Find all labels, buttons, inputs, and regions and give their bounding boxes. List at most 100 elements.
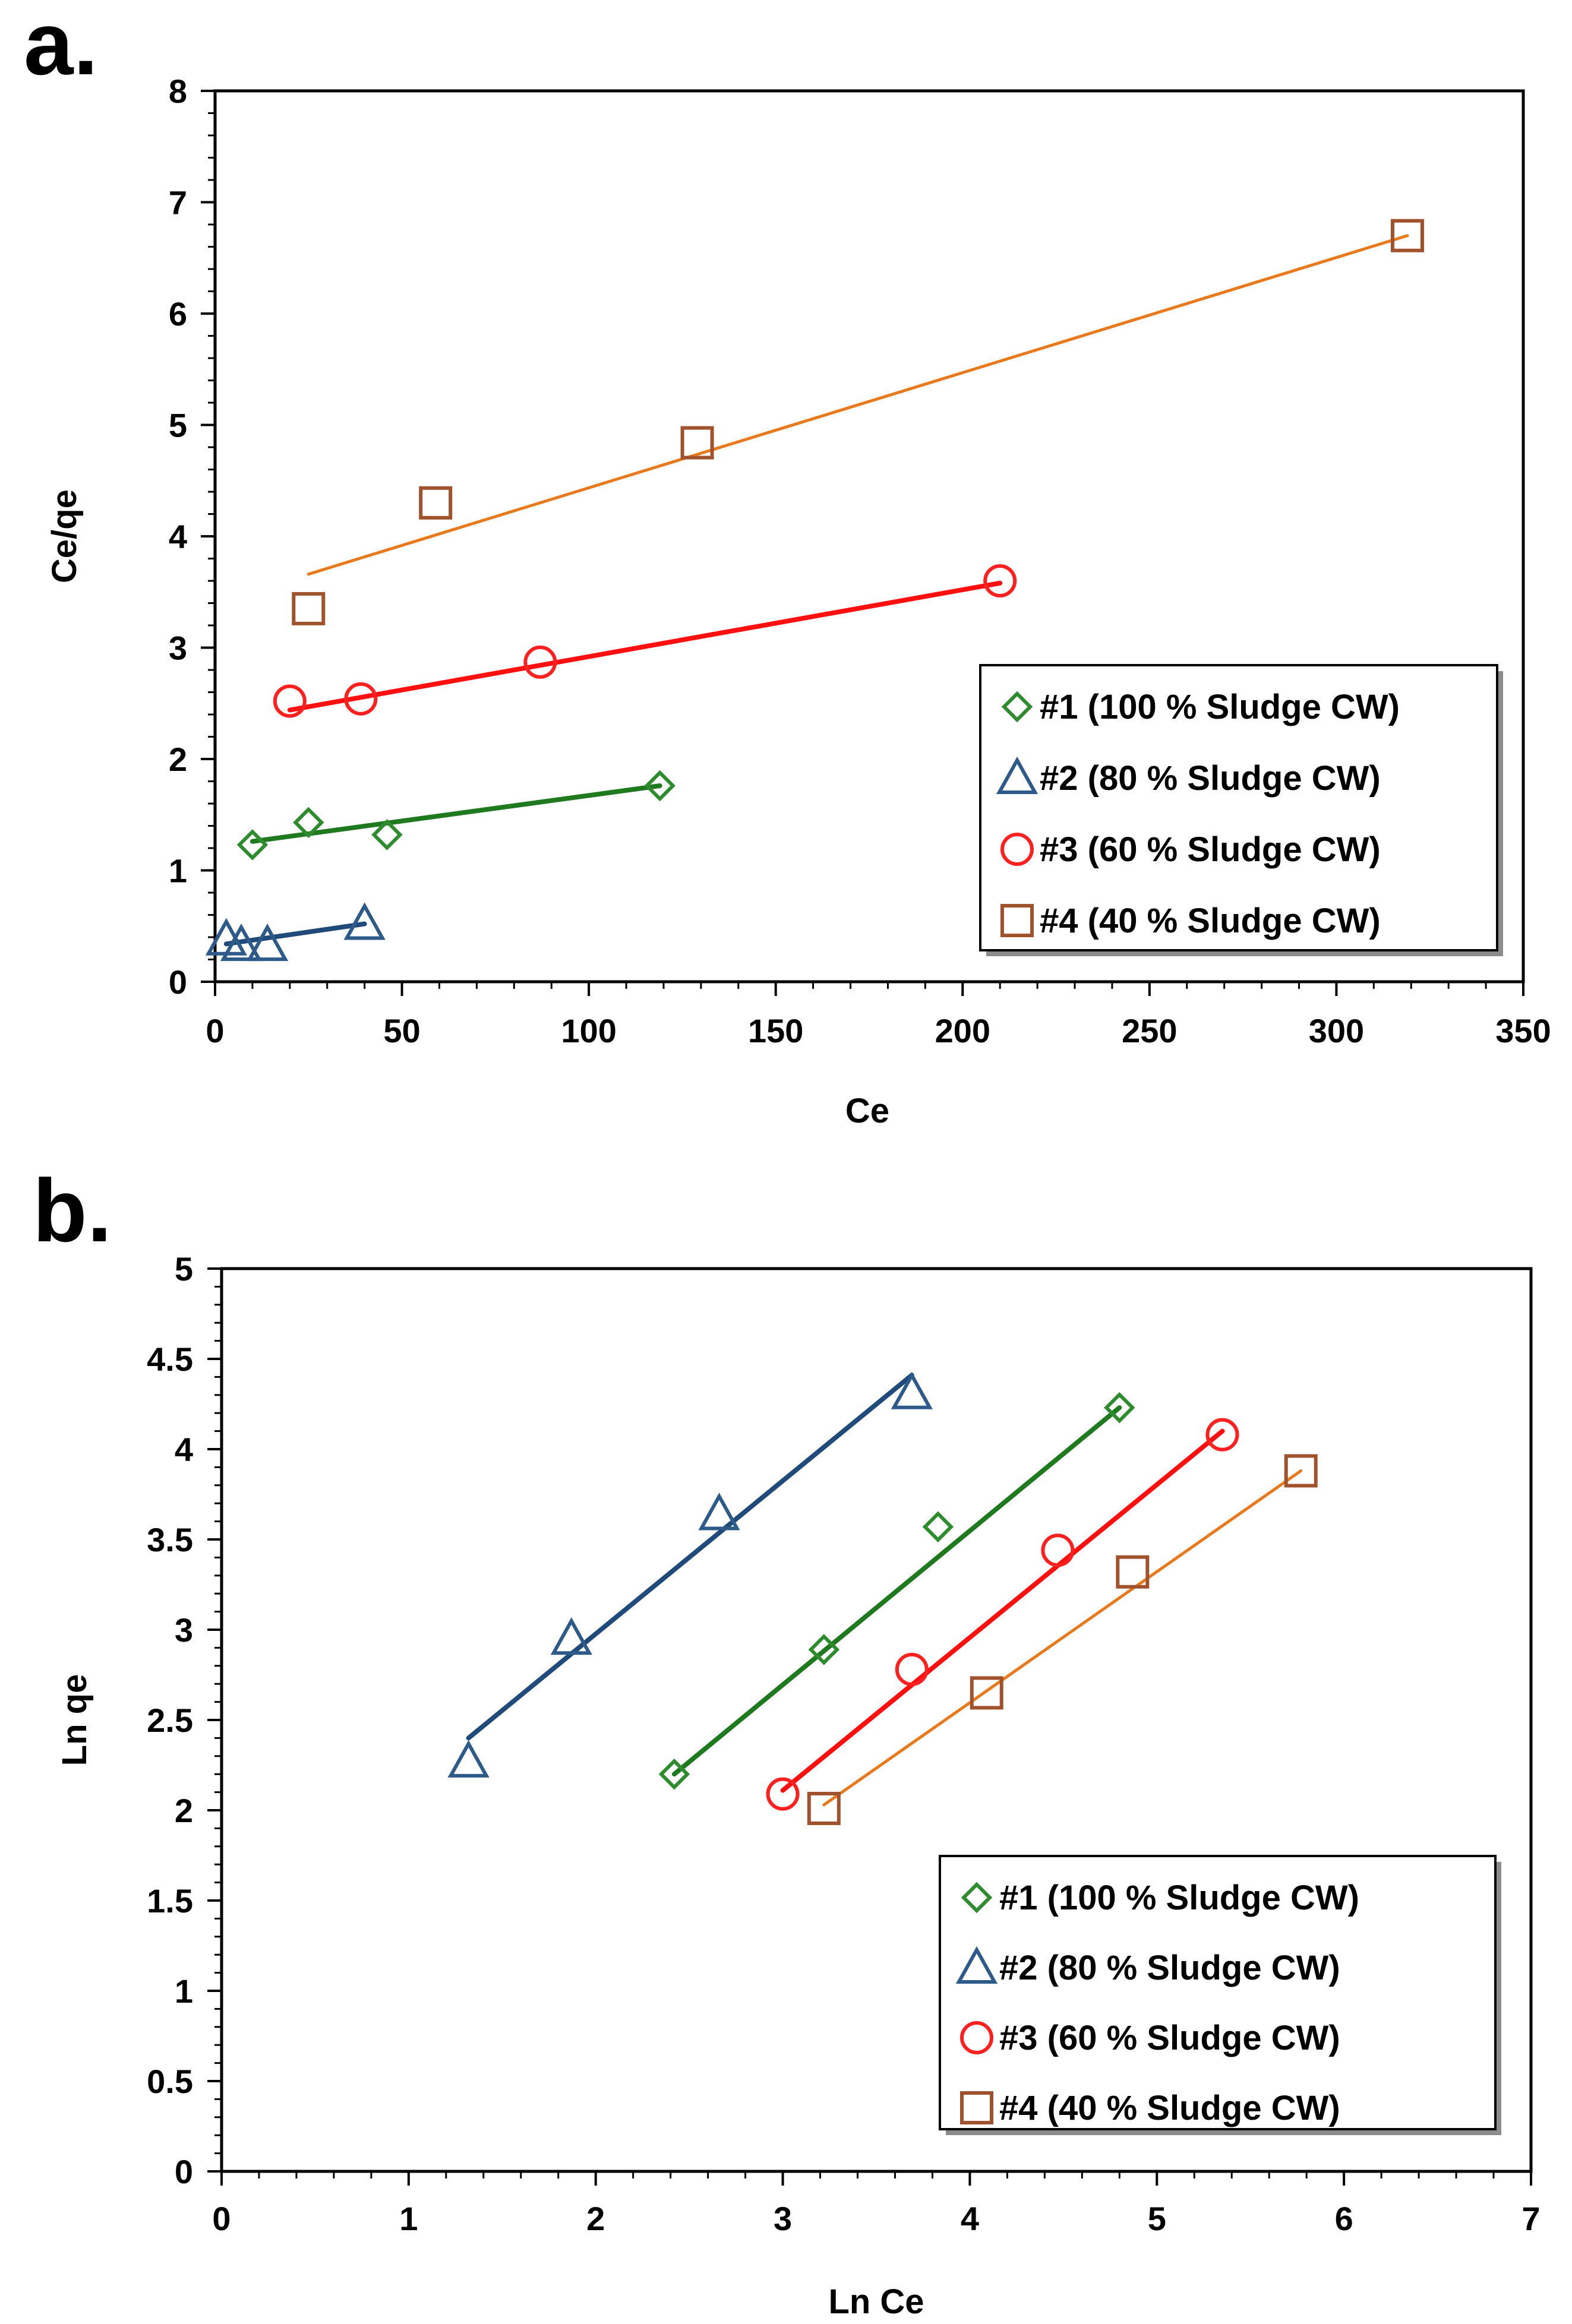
x-tick-label: 6 [1335,2200,1353,2237]
x-tick-label: 5 [1148,2200,1166,2237]
x-tick-label: 2 [586,2200,605,2237]
data-point-series-4 [1390,219,1424,252]
data-point-series-4 [419,486,453,520]
data-point-series-1 [644,770,675,802]
data-point-series-1 [922,1511,954,1542]
data-point-series-3 [983,564,1017,597]
fit-line-series-4 [822,1469,1303,1807]
legend-entry-1: #1 (100 % Sludge CW) [999,1879,1359,1917]
legend-marker-3 [1000,833,1034,866]
legend-entry-2: #2 (80 % Sludge CW) [999,1949,1340,1987]
y-tick-label: 2 [175,1792,193,1829]
legend-marker-1 [1001,691,1033,723]
y-tick-label: 2.5 [147,1702,193,1739]
panel-label: a. [24,0,98,93]
y-tick-label: 4 [169,518,187,555]
data-point-series-4 [970,1676,1003,1710]
data-point-series-2 [891,1371,933,1409]
data-point-series-1 [236,829,269,861]
data-point-series-2 [698,1493,740,1531]
y-axis-title: Ln qe [55,1674,94,1766]
y-tick-label: 0.5 [147,2063,193,2100]
data-point-series-1 [658,1758,690,1790]
y-tick-label: 1.5 [147,1882,193,1920]
data-point-series-4 [1284,1454,1318,1488]
legend-marker-4 [960,2091,993,2124]
y-tick-label: 2 [169,741,187,778]
x-tick-label: 350 [1495,1012,1551,1049]
legend-marker-2 [955,1946,998,1984]
y-tick-label: 3 [169,630,187,667]
data-point-series-4 [680,426,714,460]
fit-line-series-1 [250,783,662,844]
legend-marker-3 [960,2021,993,2054]
y-tick-label: 8 [169,72,187,110]
legend-box [939,1855,1497,2130]
x-tick-label: 1 [399,2200,418,2237]
legend-entry-4: #4 (40 % Sludge CW) [999,2089,1340,2127]
data-point-series-4 [1116,1555,1150,1589]
x-tick-label: 150 [748,1012,803,1049]
chart-panel-1: a. 0 50 100 150 200 250 300 350 0 1 2 3 4 5 6 7 8 Ce Ce/qe #… [24,0,1551,1130]
data-point-series-2 [447,1740,490,1778]
data-point-series-1 [293,807,324,839]
x-tick-label: 200 [935,1012,990,1049]
y-tick-label: 7 [169,184,187,222]
chart-panel-2: b. 0 1 2 3 4 5 6 7 0 0.5 1 1.5 2 2.5 3 3.5 4 4.5 5 Ln Ce Ln q… [33,1161,1541,2321]
legend-marker-1 [961,1882,993,1914]
y-tick-label: 5 [175,1250,193,1288]
data-point-series-3 [1205,1418,1239,1452]
legend-marker-2 [996,756,1038,794]
fit-line-series-1 [671,1405,1122,1777]
y-tick-label: 0 [175,2153,193,2190]
y-axis-title: Ce/qe [45,489,84,583]
data-point-series-4 [807,1791,841,1825]
data-point-series-1 [808,1634,840,1665]
fit-line-series-4 [307,234,1409,576]
y-tick-label: 0 [169,963,187,1001]
x-tick-label: 0 [206,1012,224,1049]
y-tick-label: 5 [169,407,187,444]
data-point-series-2 [550,1617,592,1655]
data-point-series-1 [371,819,403,850]
data-point-series-3 [1041,1533,1075,1567]
y-tick-label: 1 [175,1972,193,2010]
data-point-series-3 [766,1777,800,1811]
data-point-series-2 [220,923,263,962]
legend-entry-2: #2 (80 % Sludge CW) [1040,759,1381,798]
x-axis-title: Ln Ce [828,2282,924,2321]
x-tick-label: 0 [212,2200,231,2237]
legend-marker-4 [1000,904,1034,937]
x-axis-title: Ce [845,1092,889,1130]
x-tick-label: 250 [1122,1012,1177,1049]
x-tick-label: 300 [1309,1012,1364,1049]
fit-line-series-3 [287,580,1003,713]
x-tick-label: 3 [774,2200,792,2237]
legend-box [979,664,1498,951]
legend-entry-1: #1 (100 % Sludge CW) [1040,688,1400,726]
panel-label: b. [33,1161,112,1260]
data-point-series-2 [343,902,386,940]
data-point-series-3 [895,1652,929,1686]
y-tick-label: 3 [175,1611,193,1649]
y-tick-label: 3.5 [147,1521,193,1558]
y-tick-label: 4.5 [147,1340,193,1378]
x-tick-label: 4 [961,2200,979,2237]
data-point-series-3 [273,684,307,718]
y-tick-label: 6 [169,295,187,333]
data-point-series-4 [292,592,326,625]
y-tick-label: 4 [175,1431,193,1468]
fit-line-series-2 [466,1373,914,1741]
fit-line-series-3 [780,1428,1225,1793]
data-point-series-1 [1104,1392,1135,1424]
x-tick-label: 100 [561,1012,616,1049]
data-point-series-2 [246,923,289,962]
legend-entry-3: #3 (60 % Sludge CW) [1040,830,1381,869]
legend-entry-4: #4 (40 % Sludge CW) [1040,902,1381,940]
legend-entry-3: #3 (60 % Sludge CW) [999,2019,1340,2057]
y-tick-label: 1 [169,852,187,890]
x-tick-label: 50 [383,1012,420,1049]
data-point-series-3 [344,682,378,716]
x-tick-label: 7 [1522,2200,1540,2237]
